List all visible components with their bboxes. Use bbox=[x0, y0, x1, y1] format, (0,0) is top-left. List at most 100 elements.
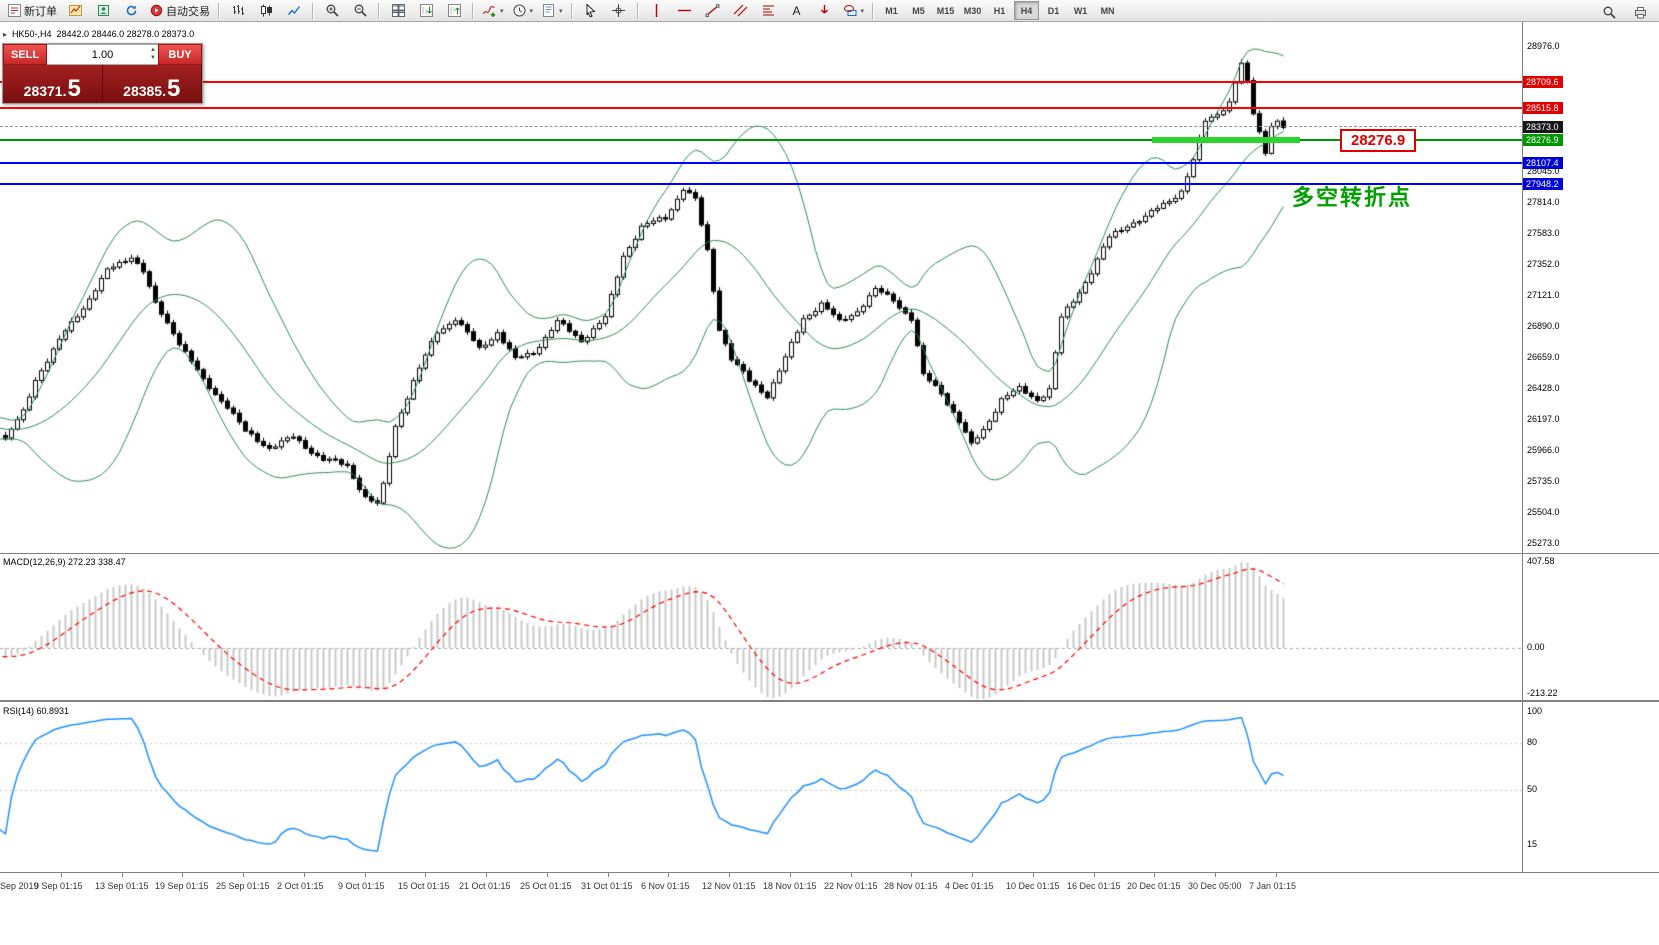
time-axis-tick bbox=[668, 873, 669, 877]
time-axis-label: 28 Nov 01:15 bbox=[884, 881, 938, 891]
timeframe-button-W1[interactable]: W1 bbox=[1073, 5, 1088, 16]
autotrading-icon bbox=[149, 3, 164, 18]
print-icon[interactable] bbox=[1627, 2, 1653, 23]
horizontal-line-28515.8[interactable] bbox=[0, 106, 1522, 109]
charts-button[interactable] bbox=[62, 0, 88, 21]
periods-button[interactable]: ▾ bbox=[509, 0, 537, 21]
time-axis[interactable]: Sep 2019 9 Sep 01:15 13 Sep 01:15 19 Sep 01… bbox=[0, 873, 1659, 945]
pane-separator[interactable] bbox=[0, 872, 1659, 873]
time-axis-tick bbox=[1215, 873, 1216, 877]
time-axis-tick bbox=[729, 873, 730, 877]
macd-indicator-label: MACD(12,26,9) 272.23 338.47 bbox=[3, 557, 126, 567]
timeframe-button-M5[interactable]: M5 bbox=[912, 5, 925, 16]
horizontal-line-28373[interactable] bbox=[0, 126, 1522, 128]
search-icon[interactable] bbox=[1596, 2, 1622, 23]
time-axis-label: 9 Sep 01:15 bbox=[34, 881, 83, 891]
text-label-button[interactable]: A bbox=[784, 0, 810, 21]
time-axis-label: 13 Sep 01:15 bbox=[95, 881, 149, 891]
horizontal-line-28107.4[interactable] bbox=[0, 161, 1522, 164]
channel-button[interactable] bbox=[728, 0, 754, 21]
turning-point-annotation[interactable]: 多空转折点 bbox=[1292, 185, 1413, 210]
candlestick-chart-button[interactable] bbox=[253, 0, 279, 21]
price-axis[interactable]: 28976.0 28045.0 27814.0 27583.0 27352.0 27121… bbox=[1522, 22, 1659, 873]
zoom-out-button[interactable] bbox=[347, 0, 373, 21]
volume-value[interactable]: 1.00 bbox=[91, 48, 114, 61]
horizontal-line-button[interactable] bbox=[672, 0, 698, 21]
chart-shift-button[interactable] bbox=[441, 0, 467, 21]
price-callout-label[interactable]: 28276.9 bbox=[1340, 129, 1417, 152]
shapes-button[interactable]: ▾ bbox=[840, 0, 868, 21]
crosshair-button[interactable] bbox=[606, 0, 632, 21]
profile-button[interactable] bbox=[90, 0, 116, 21]
buy-button[interactable]: BUY bbox=[158, 44, 202, 65]
timeframe-button-M15[interactable]: M15 bbox=[936, 5, 955, 16]
trendline-button[interactable] bbox=[700, 0, 726, 21]
toolbar-separator bbox=[472, 2, 474, 19]
tile-windows-button[interactable] bbox=[385, 0, 411, 21]
indicators-button[interactable]: ▾ bbox=[479, 0, 507, 21]
sell-price[interactable]: 28371. 5 bbox=[3, 65, 103, 103]
timeframe-button-M1[interactable]: M1 bbox=[885, 5, 898, 16]
sell-button[interactable]: SELL bbox=[3, 44, 47, 65]
time-axis-tick bbox=[608, 873, 609, 877]
timeframe-button-H1[interactable]: H1 bbox=[993, 5, 1006, 16]
time-axis-label: 10 Dec 01:15 bbox=[1006, 881, 1060, 891]
volume-increase-button[interactable]: ▲ bbox=[150, 47, 156, 53]
chart-ohlc-values: 28442.0 28446.0 28278.0 28373.0 bbox=[56, 29, 195, 39]
buy-price[interactable]: 28385. 5 bbox=[102, 65, 202, 103]
templates-button[interactable]: ▾ bbox=[538, 0, 566, 21]
price-chart-canvas[interactable] bbox=[0, 22, 1522, 553]
time-axis-tick bbox=[61, 873, 62, 877]
price-badge-current: 28373.0 bbox=[1523, 120, 1563, 133]
new-order-button[interactable]: 新订单 bbox=[4, 0, 60, 21]
horizontal-line-27948.2[interactable] bbox=[0, 182, 1522, 185]
rsi-axis-label: 100 bbox=[1527, 706, 1543, 716]
text-icon: A bbox=[789, 3, 804, 18]
caret-down-icon: ▾ bbox=[500, 7, 504, 15]
pane-separator[interactable] bbox=[0, 553, 1659, 554]
profile-icon bbox=[96, 3, 111, 18]
bar-chart-button[interactable] bbox=[225, 0, 251, 21]
cursor-button[interactable] bbox=[578, 0, 604, 21]
horizontal-line-28709.6[interactable] bbox=[0, 80, 1522, 83]
time-axis-tick bbox=[790, 873, 791, 877]
macd-axis-label: 407.58 bbox=[1527, 556, 1555, 566]
support-highlight-segment[interactable] bbox=[1152, 136, 1300, 143]
hline-icon bbox=[677, 3, 692, 18]
sell-price-big-digit: 5 bbox=[67, 75, 81, 102]
timeframe-button-MN[interactable]: MN bbox=[1100, 5, 1115, 16]
price-badge-red: 28515.8 bbox=[1523, 101, 1563, 114]
channel-icon bbox=[733, 3, 748, 18]
price-axis-label: 27583.0 bbox=[1527, 228, 1560, 238]
auto-arrange-button[interactable] bbox=[413, 0, 439, 21]
horizontal-line-28276.9[interactable] bbox=[0, 138, 1522, 141]
svg-text:A: A bbox=[793, 4, 801, 18]
price-axis-label: 27352.0 bbox=[1527, 259, 1560, 269]
volume-input[interactable]: 1.00 ▲ ▼ bbox=[47, 44, 158, 65]
one-click-panel-toggle[interactable]: ▸ bbox=[3, 29, 8, 39]
timeframe-button-H4[interactable]: H4 bbox=[1014, 1, 1040, 20]
timeframe-button-D1[interactable]: D1 bbox=[1047, 5, 1060, 16]
macd-canvas[interactable] bbox=[0, 554, 1522, 700]
pane-separator[interactable] bbox=[0, 700, 1659, 702]
main-toolbar: 新订单 自动交易 ▾ ▾ ▾ A ▾ M1 M5 M15 M30 H1 H4 D1 W1 MN bbox=[0, 0, 1659, 22]
autotrading-button[interactable]: 自动交易 bbox=[146, 0, 213, 21]
arrows-button[interactable] bbox=[812, 0, 838, 21]
vertical-line-button[interactable] bbox=[644, 0, 670, 21]
vline-icon bbox=[649, 3, 664, 18]
rsi-canvas[interactable] bbox=[0, 702, 1522, 872]
timeframe-button-M30[interactable]: M30 bbox=[963, 5, 982, 16]
refresh-button[interactable] bbox=[118, 0, 144, 21]
toolbar-separator bbox=[636, 2, 639, 19]
periods-icon bbox=[512, 3, 527, 18]
price-axis-label: 27121.0 bbox=[1527, 290, 1560, 300]
volume-decrease-button[interactable]: ▼ bbox=[150, 55, 156, 61]
zoom-in-button[interactable] bbox=[319, 0, 345, 21]
templates-icon bbox=[541, 3, 556, 18]
price-axis-label: 28045.0 bbox=[1527, 166, 1560, 176]
line-chart-button[interactable] bbox=[281, 0, 307, 21]
time-axis-label: 4 Dec 01:15 bbox=[945, 881, 994, 891]
fibonacci-button[interactable] bbox=[756, 0, 782, 21]
time-axis-tick bbox=[547, 873, 548, 877]
price-axis-label: 26659.0 bbox=[1527, 352, 1560, 362]
